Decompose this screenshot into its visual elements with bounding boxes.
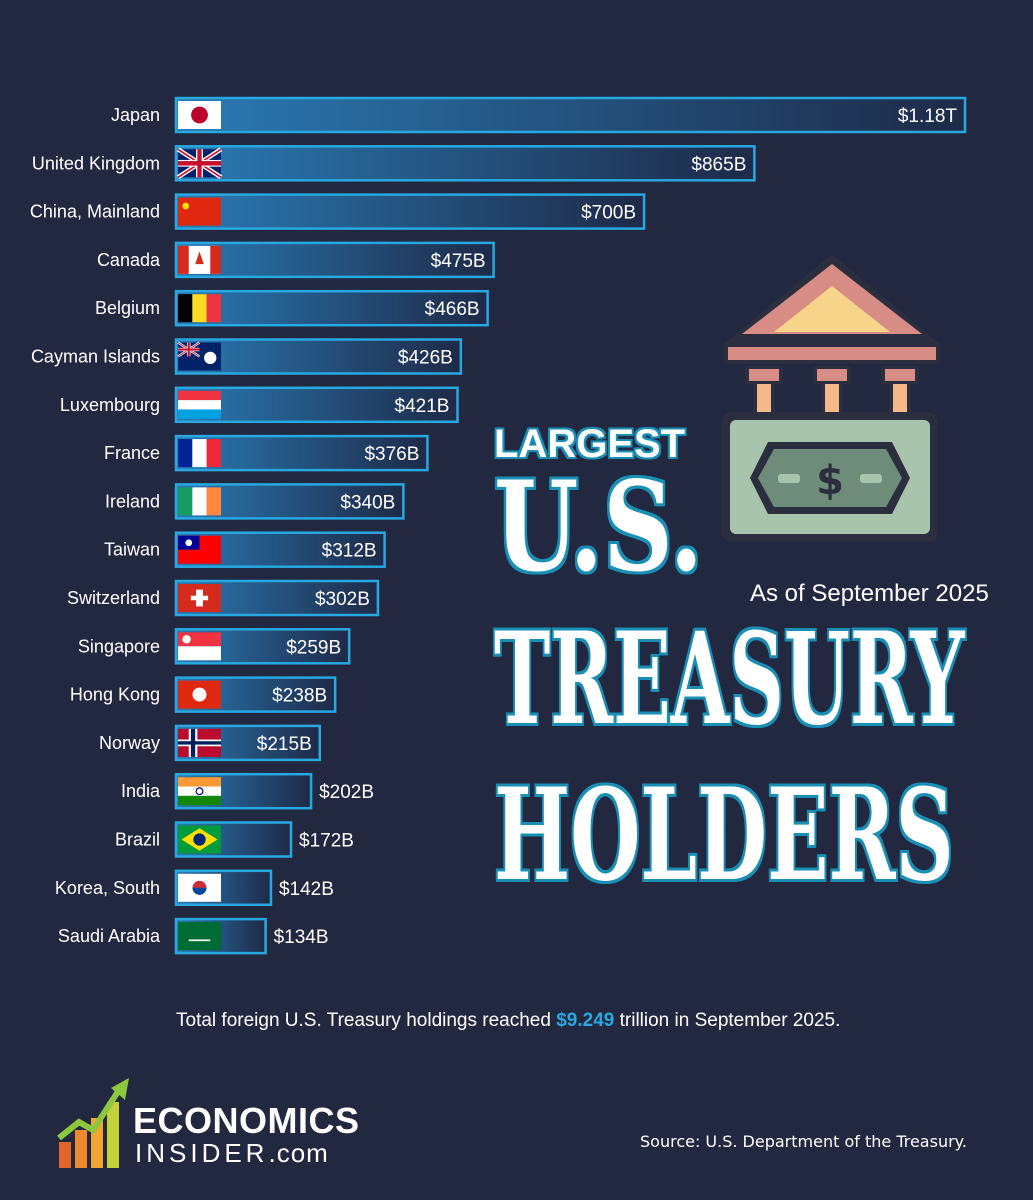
- bar: [174, 338, 463, 375]
- bar: [174, 145, 756, 182]
- luxembourg-flag-icon: [178, 390, 221, 419]
- bar-value-label: $700B: [581, 203, 636, 224]
- bar-value-label: $466B: [425, 299, 480, 320]
- bar-row: France $376B: [104, 434, 429, 472]
- taiwan-flag-icon: [178, 535, 221, 564]
- singapore-flag-icon: [178, 632, 221, 661]
- bar-category-label: Cayman Islands: [31, 347, 160, 367]
- bar-row: Korea, South $142B: [55, 869, 334, 907]
- bar-category-label: Hong Kong: [70, 685, 160, 705]
- bar-category-label: Norway: [99, 733, 160, 753]
- bar: [174, 386, 459, 424]
- bar-row: Belgium $466B: [95, 289, 489, 327]
- bar-row: Canada $475B: [97, 241, 495, 279]
- title-treasury: TREASURY: [494, 605, 965, 753]
- total-suffix: trillion in September 2025.: [619, 1010, 841, 1031]
- bar-category-label: Belgium: [95, 298, 160, 318]
- bar-category-label: Taiwan: [104, 540, 160, 560]
- norway-flag-icon: [178, 728, 221, 757]
- bar-value-label: $142B: [279, 879, 334, 900]
- canada-flag-icon: [178, 245, 221, 274]
- bar-category-label: Korea, South: [55, 878, 160, 898]
- bar-category-label: Ireland: [105, 491, 160, 511]
- bar-value-label: $202B: [319, 782, 374, 803]
- source-note: Source: U.S. Department of the Treasury.: [640, 1132, 967, 1151]
- uk-flag-icon: [176, 147, 223, 180]
- bar-row: Norway $215B: [99, 724, 322, 762]
- japan-flag-icon: [178, 101, 221, 129]
- bar-value-label: $238B: [272, 686, 327, 707]
- ireland-flag-icon: [178, 487, 221, 516]
- bar-row: Brazil $172B: [115, 821, 354, 858]
- bar-row: United Kingdom $865B: [32, 145, 756, 182]
- bar-value-label: $421B: [395, 396, 450, 417]
- bar-row: Switzerland $302B: [67, 579, 380, 617]
- bar-value-label: $172B: [299, 831, 354, 852]
- bar-value-label: $865B: [691, 154, 746, 175]
- bar-category-label: Saudi Arabia: [58, 926, 161, 946]
- bank-building-icon: $: [722, 254, 940, 542]
- logo-word-economics: ECONOMICS: [133, 1100, 360, 1141]
- bar-category-label: Canada: [97, 250, 161, 270]
- total-holdings-note: Total foreign U.S. Treasury holdings rea…: [176, 1010, 840, 1032]
- china-flag-icon: [178, 197, 221, 226]
- switzerland-flag-icon: [178, 584, 221, 612]
- bar-category-label: Luxembourg: [60, 395, 160, 415]
- growth-chart-icon: [57, 1078, 129, 1168]
- bar-value-label: $302B: [315, 589, 370, 610]
- bar-category-label: Brazil: [115, 830, 160, 850]
- bar-row: China, Mainland $700B: [30, 193, 646, 230]
- cayman-flag-icon: [177, 341, 221, 371]
- bar-category-label: Singapore: [78, 636, 160, 656]
- bar-value-label: $1.18T: [898, 106, 958, 127]
- logo-word-insider: INSIDER.com: [135, 1138, 329, 1169]
- bar: [174, 289, 489, 327]
- bar-value-label: $376B: [364, 444, 419, 465]
- korea-flag-icon: [178, 873, 221, 902]
- belgium-flag-icon: [178, 294, 221, 323]
- bar: [174, 193, 646, 230]
- svg-text:$: $: [816, 458, 844, 504]
- logo-insider: INSIDER: [135, 1138, 269, 1168]
- title-largest: LARGEST: [494, 422, 686, 466]
- bar-category-label: India: [121, 781, 161, 801]
- bar-category-label: Switzerland: [67, 588, 160, 608]
- bar-row: Luxembourg $421B: [60, 386, 459, 424]
- economics-insider-logo[interactable]: ECONOMICS INSIDER.com: [55, 1072, 359, 1172]
- saudi-flag-icon: [178, 922, 221, 951]
- bar-category-label: United Kingdom: [32, 153, 160, 173]
- bar-value-label: $134B: [274, 927, 329, 948]
- bar: [174, 241, 495, 279]
- bar-value-label: $312B: [322, 541, 377, 562]
- as-of-date: As of September 2025: [750, 580, 989, 607]
- bar-chart: Japan $1.18T United Kingdom $865B China, Mai…: [30, 96, 967, 955]
- bar-value-label: $259B: [286, 637, 341, 658]
- bar: [174, 96, 967, 134]
- bar-category-label: China, Mainland: [30, 202, 160, 222]
- bar-row: Hong Kong $238B: [70, 676, 337, 713]
- bar-value-label: $426B: [398, 348, 453, 369]
- total-prefix: Total foreign U.S. Treasury holdings rea…: [176, 1010, 551, 1031]
- france-flag-icon: [178, 439, 221, 468]
- bar-row: India $202B: [121, 772, 374, 810]
- total-amount: $9.249: [556, 1010, 615, 1031]
- bar-row: Cayman Islands $426B: [31, 338, 463, 375]
- hongkong-flag-icon: [178, 680, 221, 709]
- bar-row: Singapore $259B: [78, 628, 351, 665]
- india-flag-icon: [178, 777, 221, 806]
- title-holders: HOLDERS: [494, 761, 954, 909]
- bar-value-label: $340B: [340, 492, 395, 513]
- brazil-flag-icon: [178, 825, 221, 854]
- logo-dotcom: .com: [268, 1138, 329, 1168]
- title-us: U.S.: [494, 455, 704, 600]
- bar-category-label: Japan: [111, 105, 160, 125]
- bar-row: Japan $1.18T: [111, 96, 967, 134]
- bar-value-label: $215B: [257, 734, 312, 755]
- bar-row: Taiwan $312B: [104, 531, 386, 568]
- bar-value-label: $475B: [431, 251, 486, 272]
- bar-row: Ireland $340B: [105, 483, 405, 520]
- bar-row: Saudi Arabia $134B: [58, 917, 329, 955]
- bar-category-label: France: [104, 443, 160, 463]
